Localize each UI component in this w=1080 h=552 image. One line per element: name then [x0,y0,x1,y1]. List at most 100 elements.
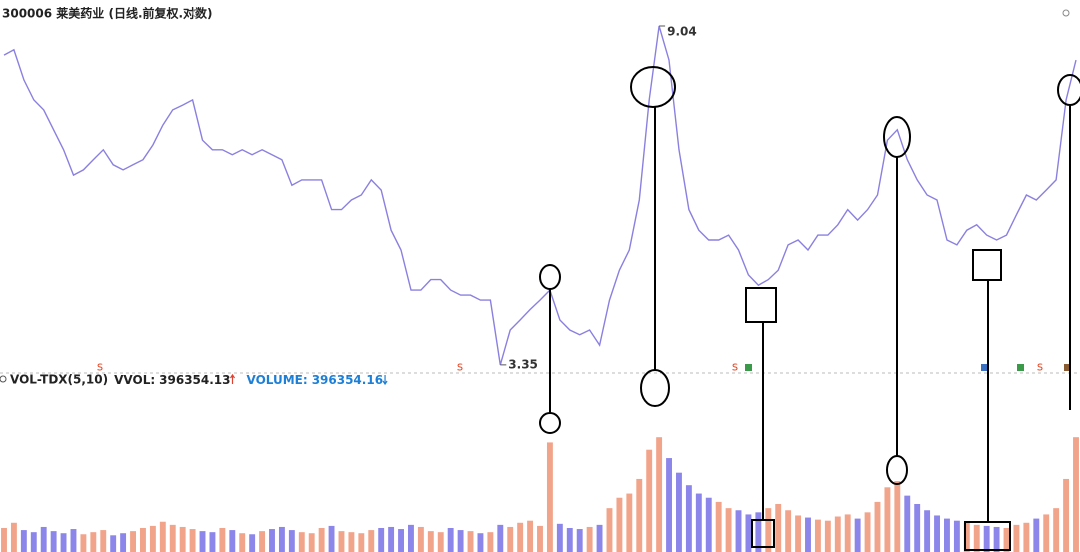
event-marker: s [97,360,103,374]
settings-icon[interactable] [192,9,200,17]
volume-bar [546,442,553,552]
event-marker: s [732,360,738,374]
volume-bar [179,526,186,552]
volume-bar [725,508,732,552]
volume-bar [467,531,474,552]
volume-bar [795,515,802,552]
volume-bar [884,487,891,552]
volume-bar [586,526,593,552]
corner-icon[interactable] [1062,9,1070,17]
annotation-circle [539,412,561,434]
volume-bar [239,533,246,552]
volume-bar [596,524,603,552]
volume-bar [656,437,663,552]
volume-bar [636,478,643,552]
volume-bar [259,531,266,552]
volume-bar [993,526,1000,552]
annotation-box [745,287,777,323]
volume-bar [745,514,752,552]
volume-bar [1013,524,1020,552]
volume-bar [338,531,345,552]
volume-bar [805,517,811,552]
volume-bar [1073,437,1079,552]
volume-bar [646,449,653,552]
volume-bar [318,527,325,552]
annotations [539,66,1080,551]
low-label: 3.35 [508,357,538,371]
volume-bar [566,527,573,552]
volume-bar [735,510,742,552]
annotation-box [972,249,1002,281]
volume-bar [100,530,107,552]
volume-bar [854,518,861,552]
stat-value: 396354.16 [312,373,383,387]
volume-bar [457,530,464,552]
indicator-icon[interactable] [0,375,7,383]
volume-bar [874,501,881,552]
volume-bar [417,526,424,552]
volume-bar [209,532,216,552]
volume-bar [308,533,315,552]
volume-bar [1003,527,1010,552]
event-icon [981,364,988,371]
volume-bar [537,525,543,552]
indicator-stat: VOLUME: 396354.16 [247,373,384,387]
volume-bar [944,518,950,552]
volume-bar [1023,522,1030,552]
volume-bar [328,525,335,552]
volume-bar [834,516,841,552]
volume-bar [269,529,275,552]
volume-bar [90,532,97,552]
volume-bar [666,458,672,552]
volume-bar [50,531,57,552]
annotation-circle [640,369,670,407]
volume-bar [507,526,514,552]
volume-bar [110,535,117,552]
volume-bar [388,526,395,552]
volume-bar [695,493,702,552]
volume-bar [437,532,444,552]
volume-bar [249,534,256,552]
volume-bar [616,497,623,552]
volume-bar [348,532,355,552]
volume-bar [1043,514,1050,552]
annotation-circle [630,66,676,108]
event-icon [745,364,752,371]
volume-bar [159,521,166,552]
up-arrow [230,373,235,384]
volume-bar [149,525,156,552]
volume-bar [40,526,47,552]
volume-bar [1,527,7,552]
volume-bar [676,472,682,552]
volume-bar [814,519,821,552]
volume-bar [904,495,911,552]
volume-bar [953,520,960,552]
indicator-stat: VVOL: 396354.13 [114,373,230,387]
annotation-circle [886,455,908,485]
chart-title: 300006 莱美药业 (日线.前复权.对数) [2,6,213,21]
volume-bar [755,512,762,552]
volume-bar [685,485,692,552]
volume-bar [398,529,404,552]
volume-bar [1053,508,1060,552]
volume-bar [765,508,772,552]
volume-bar [70,529,77,552]
volume-bar [477,533,484,552]
event-icon [1064,364,1071,371]
volume-bar [447,527,454,552]
volume-bar [189,529,196,552]
volume-bar [497,524,504,552]
high-label: 9.04 [667,24,697,38]
volume-bar [576,529,583,552]
volume-bar [169,524,176,552]
volume-bar [606,508,613,552]
volume-bar [20,530,27,552]
volume-bar [278,526,285,552]
volume-bar [60,533,67,552]
volume-bar [427,531,434,552]
indicator-title: VOL-TDX(5,10) [10,373,108,387]
volume-bar [30,532,37,552]
volume-bar [894,481,901,552]
